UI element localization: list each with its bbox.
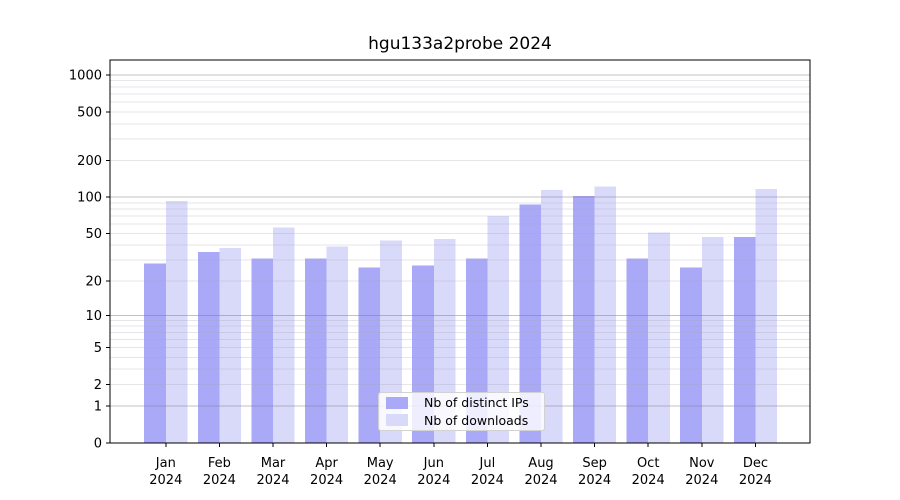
y-tick-label: 0 [94, 437, 102, 452]
bar-distinct-ips-oct [626, 258, 649, 443]
x-tick-label-year: 2024 [578, 473, 611, 488]
bar-distinct-ips-feb [197, 252, 220, 443]
bar-distinct-ips-sep [573, 196, 595, 443]
x-tick-label-year: 2024 [417, 473, 450, 488]
bar-distinct-ips-nov [680, 267, 702, 443]
plot-border [109, 59, 811, 444]
legend-swatch-downloads [386, 414, 408, 427]
x-tick-label-month: Aug [528, 456, 553, 471]
y-tick-label: 5 [94, 341, 102, 356]
x-tick-label-year: 2024 [471, 473, 504, 488]
chart-title: hgu133a2probe 2024 [368, 34, 552, 54]
y-tick-label: 10 [85, 309, 102, 324]
x-tick-label-month: Feb [208, 456, 231, 471]
bar-downloads-dec [755, 188, 777, 443]
x-tick-label-year: 2024 [149, 473, 182, 488]
x-tick-label-year: 2024 [256, 473, 289, 488]
bar-distinct-ips-mar [251, 258, 273, 443]
y-tick-label: 1 [94, 400, 102, 415]
x-tick-label-month: Apr [315, 456, 338, 471]
x-tick-label-year: 2024 [310, 473, 343, 488]
bar-distinct-ips-may [358, 267, 381, 443]
x-tick-label-month: Jul [479, 456, 496, 471]
y-tick-label: 100 [77, 191, 102, 206]
x-tick-label-year: 2024 [632, 473, 665, 488]
bar-downloads-feb [219, 247, 241, 443]
x-tick-label-year: 2024 [203, 473, 236, 488]
y-tick-label: 20 [85, 274, 102, 289]
bar-distinct-ips-dec [733, 236, 756, 443]
x-tick-label-year: 2024 [524, 473, 557, 488]
bar-downloads-jul [487, 216, 509, 443]
y-tick-label: 1000 [69, 69, 102, 84]
x-tick-label-year: 2024 [364, 473, 397, 488]
legend-swatch-distinct-ips [386, 396, 408, 409]
bar-downloads-jan [165, 201, 188, 443]
bar-downloads-oct [648, 232, 670, 443]
y-tick-label: 200 [77, 154, 102, 169]
bar-downloads-aug [541, 189, 563, 443]
x-tick-label-month: Jan [155, 456, 176, 471]
legend-label-downloads: Nb of downloads [424, 412, 529, 428]
x-tick-label-year: 2024 [685, 473, 718, 488]
x-tick-label-month: Sep [582, 456, 607, 471]
legend: Nb of distinct IPs Nb of downloads [378, 392, 545, 431]
bar-distinct-ips-apr [305, 258, 327, 443]
bar-downloads-mar [273, 227, 295, 443]
y-tick-label: 500 [77, 105, 102, 120]
x-tick-label-month: Oct [637, 456, 659, 471]
x-tick-label-month: Nov [689, 456, 715, 471]
x-tick-label-month: Jun [423, 456, 444, 471]
bar-downloads-nov [701, 236, 724, 443]
y-tick-label: 2 [94, 378, 102, 393]
x-tick-label-year: 2024 [739, 473, 772, 488]
x-tick-label-month: Dec [743, 456, 768, 471]
legend-item-distinct-ips: Nb of distinct IPs [386, 395, 544, 411]
bar-downloads-sep [594, 186, 617, 443]
bar-distinct-ips-aug [519, 204, 541, 443]
bar-distinct-ips-jan [144, 263, 166, 443]
legend-item-downloads: Nb of downloads [386, 412, 544, 428]
bar-downloads-apr [326, 246, 349, 443]
legend-label-distinct-ips: Nb of distinct IPs [424, 395, 529, 411]
x-tick-label-month: Mar [261, 456, 286, 471]
x-tick-label-month: May [367, 456, 394, 471]
y-tick-label: 50 [85, 227, 102, 242]
